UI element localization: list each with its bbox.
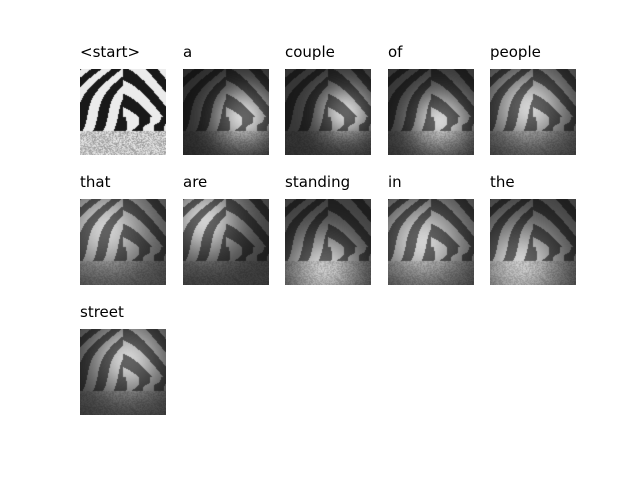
word-cell: in [388,173,474,285]
attention-map-image [388,69,474,155]
attention-map-image [80,199,166,285]
attention-map-image [183,199,269,285]
word-cell: of [388,43,474,155]
word-label: <start> [80,43,141,61]
word-cell: couple [285,43,371,155]
word-label: a [183,43,193,61]
word-cell: street [80,303,166,415]
word-cell: people [490,43,576,155]
word-label: people [490,43,541,61]
word-label: in [388,173,402,191]
word-label: couple [285,43,335,61]
word-label: the [490,173,515,191]
attention-map-image [285,199,371,285]
attention-map-image [490,69,576,155]
word-cell: the [490,173,576,285]
word-label: standing [285,173,351,191]
attention-map-image [80,329,166,415]
source-image [80,69,166,155]
word-cell: <start> [80,43,166,155]
word-label: that [80,173,111,191]
attention-map-image [285,69,371,155]
word-cell: a [183,43,269,155]
attention-map-image [183,69,269,155]
attention-map-image [388,199,474,285]
attention-map-image [490,199,576,285]
word-cell: are [183,173,269,285]
word-label: are [183,173,208,191]
word-label: of [388,43,403,61]
word-cell: that [80,173,166,285]
word-label: street [80,303,124,321]
word-cell: standing [285,173,371,285]
